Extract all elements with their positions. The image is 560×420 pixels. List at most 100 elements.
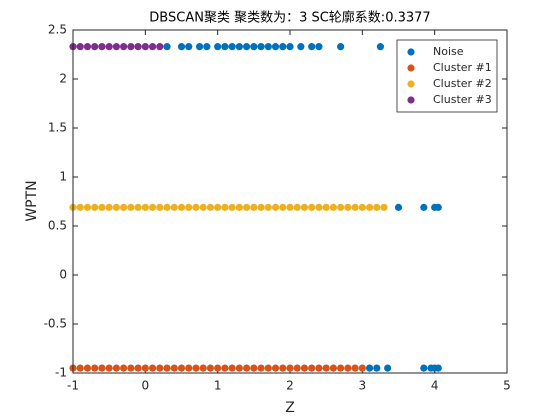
point	[257, 43, 265, 51]
point	[279, 364, 287, 372]
point	[365, 203, 374, 211]
point	[329, 203, 337, 211]
point	[235, 364, 243, 372]
point	[156, 364, 164, 372]
point	[271, 364, 280, 372]
point	[293, 364, 301, 372]
point	[76, 364, 84, 372]
point	[83, 364, 92, 372]
point	[384, 364, 392, 372]
axes-box	[72, 29, 508, 374]
point	[192, 203, 200, 211]
legend-marker	[407, 96, 415, 104]
y-axis-label: WPTN	[24, 180, 40, 221]
legend-label: Noise	[433, 45, 464, 58]
point	[358, 364, 366, 372]
point	[98, 364, 106, 372]
point	[127, 43, 135, 51]
point	[156, 43, 164, 51]
x-tick-label: 1	[214, 379, 222, 393]
point	[279, 43, 287, 51]
x-tick-label: 2	[286, 379, 294, 393]
point	[120, 364, 128, 372]
point	[185, 364, 193, 372]
point	[300, 364, 309, 372]
point	[91, 203, 99, 211]
legend-label: Cluster #1	[433, 61, 492, 74]
point	[148, 364, 157, 372]
point	[127, 203, 135, 211]
point	[315, 43, 323, 51]
point	[243, 364, 251, 372]
point	[112, 203, 120, 211]
x-tick-label: 0	[142, 379, 150, 393]
point	[199, 364, 207, 372]
point	[434, 203, 442, 211]
point	[394, 203, 403, 211]
point	[228, 364, 236, 372]
point	[148, 43, 157, 51]
point	[112, 43, 120, 51]
point	[163, 364, 171, 372]
point	[286, 43, 294, 51]
point	[420, 203, 428, 211]
point	[177, 364, 186, 372]
point	[329, 364, 337, 372]
y-tick-label: 2	[59, 72, 67, 86]
point	[148, 203, 157, 211]
x-tick-label: 3	[359, 379, 367, 393]
point	[134, 364, 142, 372]
point	[141, 203, 149, 211]
point	[337, 43, 345, 51]
point	[214, 364, 222, 372]
y-tick-label: -0.5	[44, 317, 67, 331]
point	[264, 364, 272, 372]
x-axis-label: Z	[285, 400, 295, 416]
point	[344, 364, 352, 372]
legend-marker	[407, 48, 415, 56]
point	[300, 203, 309, 211]
point	[315, 364, 323, 372]
point	[250, 203, 258, 211]
point	[257, 203, 265, 211]
point	[337, 203, 345, 211]
point	[221, 203, 229, 211]
point	[243, 43, 251, 51]
point	[83, 43, 92, 51]
point	[163, 43, 171, 51]
point	[177, 43, 186, 51]
point	[192, 364, 200, 372]
point	[271, 43, 280, 51]
point	[351, 364, 359, 372]
point	[83, 203, 92, 211]
point	[308, 43, 316, 51]
point	[376, 43, 385, 51]
legend-marker	[407, 80, 415, 88]
y-tick-label: 1	[59, 170, 67, 184]
point	[214, 203, 222, 211]
x-tick-label: -1	[67, 379, 79, 393]
x-tick-label: 4	[431, 379, 439, 393]
point	[271, 203, 280, 211]
legend-label: Cluster #2	[433, 77, 492, 90]
point	[293, 203, 301, 211]
point	[308, 203, 316, 211]
point	[199, 203, 207, 211]
point	[264, 43, 272, 51]
point	[221, 364, 229, 372]
point	[91, 43, 99, 51]
point	[98, 203, 106, 211]
point	[134, 203, 142, 211]
point	[163, 203, 171, 211]
point	[297, 43, 305, 51]
point	[264, 203, 272, 211]
point	[141, 364, 149, 372]
point	[206, 364, 215, 372]
point	[250, 43, 258, 51]
point	[214, 43, 222, 51]
point	[373, 364, 381, 372]
point	[76, 203, 84, 211]
point	[351, 203, 359, 211]
point	[286, 364, 294, 372]
